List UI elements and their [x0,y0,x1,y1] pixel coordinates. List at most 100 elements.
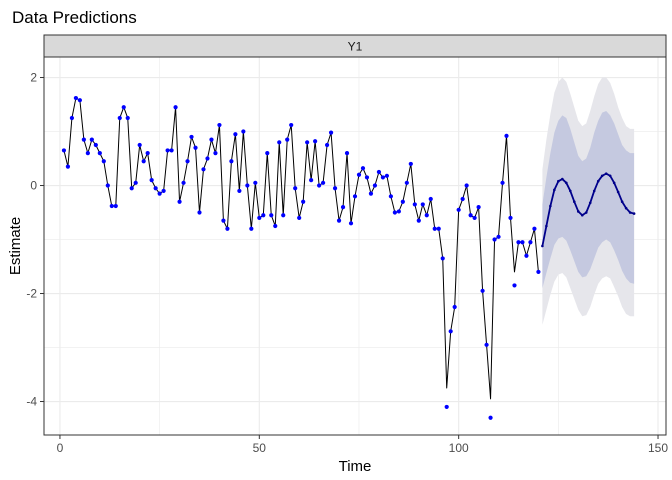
data-point [137,142,142,148]
data-point [344,151,350,156]
data-point [81,137,86,142]
data-point [169,148,174,153]
data-point [153,186,158,191]
data-point [205,156,210,161]
y-tick-label: 0 [30,179,37,193]
data-point [217,122,222,128]
forecast-point [580,213,584,217]
data-point [464,183,469,188]
data-point [261,213,266,218]
y-axis-title: Estimate [7,217,24,275]
data-point [424,213,429,218]
data-point [364,175,370,180]
data-point [133,180,138,185]
data-point [408,161,413,167]
forecast-point [545,224,548,228]
data-point [484,342,489,347]
forecast-point [557,179,560,183]
forecast-point [624,206,628,210]
gridlines [44,57,666,435]
data-point [324,142,330,148]
data-point [500,180,505,185]
data-point [269,213,274,218]
forecast-mean-line [541,172,635,247]
data-point [245,183,250,188]
data-point [129,186,134,191]
forecast-point [553,188,556,192]
x-tick-label: 150 [648,441,668,455]
observed-points [61,95,541,420]
forecast-point [628,211,632,214]
forecast-point [541,244,544,248]
data-point [85,151,90,156]
data-point [432,226,437,231]
data-point [97,151,102,156]
data-point [113,203,118,209]
data-point [317,183,322,188]
data-point [352,194,358,199]
plot-panel-border [43,56,667,436]
forecast-point [616,190,620,194]
forecast-point [576,210,580,213]
data-point [348,221,354,226]
forecast-point [569,189,572,193]
x-axis-ticks: 0 50 100 150 [57,435,668,455]
data-point [77,98,82,103]
data-point [520,240,525,245]
data-point [336,218,342,223]
data-point [209,137,214,142]
data-point [428,196,433,202]
forecast-point [588,201,592,205]
x-tick-label: 100 [449,441,469,455]
data-point [332,186,338,191]
data-point [189,134,194,140]
data-point [177,199,182,204]
forecast-point [572,200,576,204]
data-point [293,186,298,191]
y-tick-label: -4 [26,395,37,409]
data-point [201,167,206,172]
data-point [512,283,517,288]
data-point [225,226,230,231]
data-point [265,151,270,156]
data-point [61,148,67,153]
data-point [392,210,397,215]
data-point [456,207,461,212]
data-point [524,253,529,258]
x-tick-label: 0 [57,441,64,455]
data-point [277,140,282,145]
data-point [313,139,318,144]
data-point [492,237,497,242]
data-point [125,115,130,121]
data-point [141,159,146,164]
forecast-point [584,211,588,214]
data-point [372,183,378,188]
forecast-point [612,181,616,185]
data-point [436,226,441,231]
data-point [173,105,178,110]
y-tick-label: -2 [26,287,37,301]
data-point [504,133,509,138]
data-point [241,129,246,134]
data-point [376,169,382,175]
data-point [233,132,238,137]
data-point [197,210,202,215]
data-point [380,175,386,180]
y-tick-label: 2 [30,71,37,85]
data-point [101,159,106,164]
data-point [468,213,473,218]
data-point [249,226,254,231]
y-axis-ticks: -4 -2 0 2 [26,71,44,409]
data-point [420,202,425,207]
data-point [404,180,409,185]
data-point [508,215,513,221]
data-point [396,209,401,214]
forecast-point [604,172,608,175]
data-point [69,115,75,121]
facet-strip-label: Y1 [348,40,363,54]
forecast-point [592,189,596,193]
data-point [185,159,190,164]
data-point [273,223,278,229]
data-point [340,205,346,210]
